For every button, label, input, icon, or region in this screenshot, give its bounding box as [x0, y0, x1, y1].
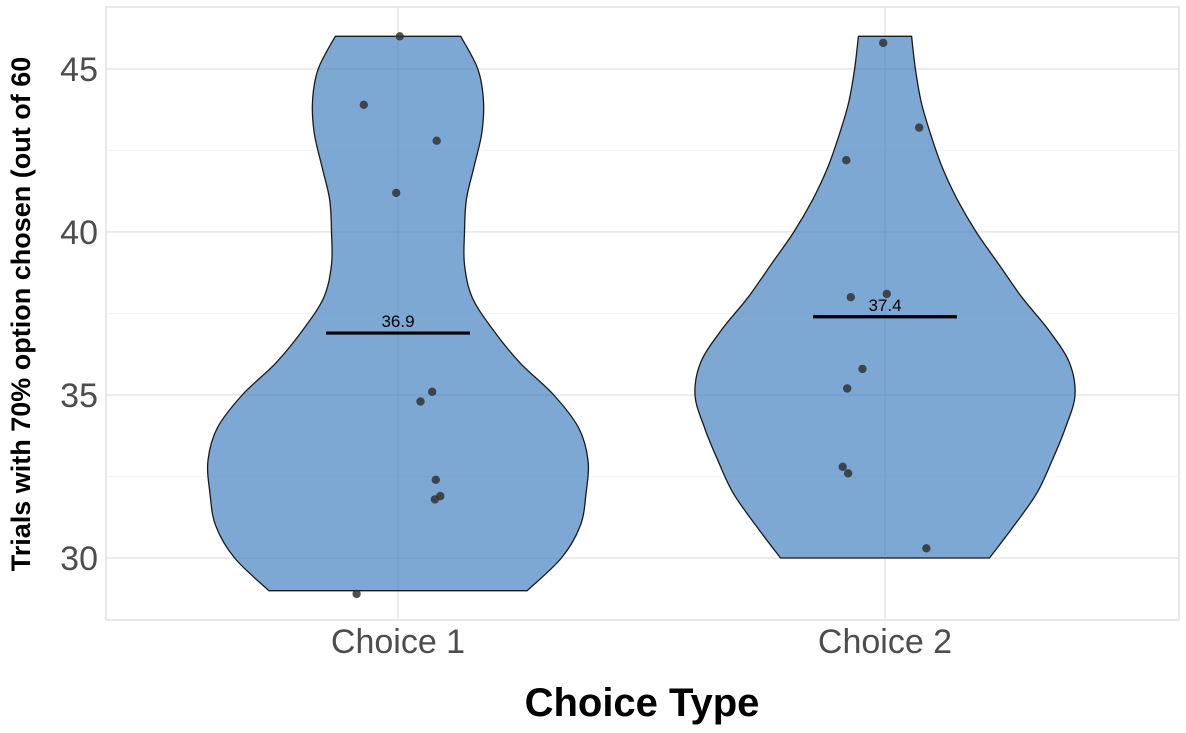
y-tick-label: 35 [60, 377, 98, 415]
mean-markers: 36.9 37.4 [326, 296, 957, 335]
data-point [431, 475, 440, 484]
data-point [432, 136, 441, 145]
tick-labels: 30 35 40 45 Choice 1 Choice 2 [60, 51, 952, 661]
mean-label: 36.9 [381, 312, 414, 331]
x-tick-label: Choice 1 [331, 623, 465, 661]
x-tick-label: Choice 2 [818, 623, 952, 661]
data-point [359, 100, 368, 110]
data-point [843, 469, 853, 478]
data-point [915, 123, 924, 132]
data-point [428, 387, 437, 396]
y-axis-title: Trials with 70% option chosen (out of 60 [6, 57, 36, 572]
data-point [846, 293, 855, 302]
data-points [352, 32, 931, 599]
y-tick-label: 45 [60, 51, 98, 89]
data-point [842, 156, 851, 165]
data-point [430, 495, 440, 504]
data-point [392, 188, 401, 198]
y-tick-label: 30 [60, 540, 98, 578]
data-point [922, 544, 931, 553]
data-point [838, 462, 847, 471]
data-point [858, 364, 867, 374]
violin-1 [206, 35, 590, 592]
data-point [352, 589, 361, 599]
mean-label: 37.4 [868, 296, 901, 315]
x-axis-title: Choice Type [525, 681, 760, 725]
y-tick-label: 40 [60, 214, 98, 252]
data-point [882, 289, 891, 299]
data-point [879, 38, 888, 48]
data-point [843, 384, 852, 393]
data-point [395, 32, 404, 41]
data-point [416, 397, 425, 406]
